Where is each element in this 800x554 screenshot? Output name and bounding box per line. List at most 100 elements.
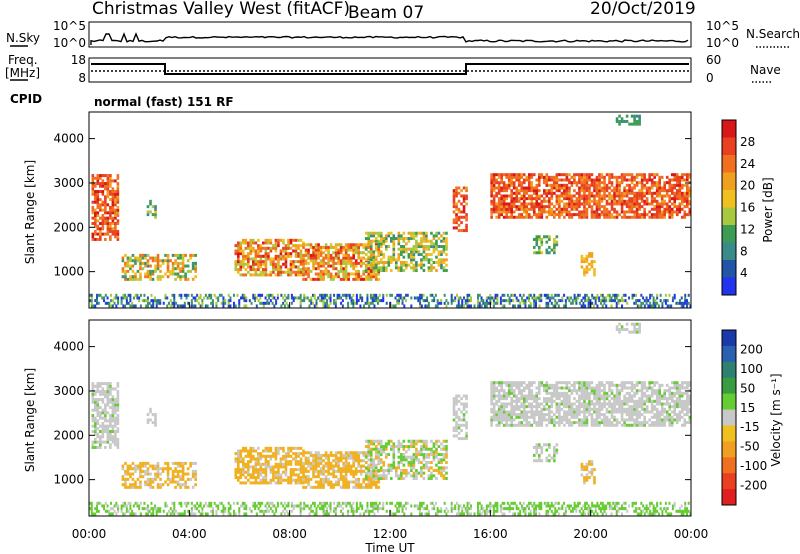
beam-label: Beam 07 — [348, 3, 424, 23]
velocity-cell — [400, 455, 403, 459]
power-cell — [570, 181, 574, 185]
power-cell — [415, 239, 418, 243]
power-cell — [279, 265, 283, 269]
power-cell — [620, 210, 624, 214]
power-cell — [161, 261, 165, 265]
velocity-cell — [435, 442, 438, 446]
power-cell — [658, 186, 661, 190]
velocity-cell — [543, 413, 546, 417]
velocity-cell — [349, 451, 353, 455]
power-cell — [617, 299, 620, 303]
power-cell — [144, 272, 147, 276]
velocity-cell — [535, 391, 539, 395]
power-cell — [595, 175, 599, 179]
freq-tick-top-right: 60 — [706, 53, 721, 67]
power-cell — [590, 199, 594, 203]
power-cell — [146, 213, 150, 217]
power-cell — [184, 277, 187, 281]
power-cell — [517, 197, 521, 201]
velocity-cell — [537, 383, 541, 387]
power-cell — [605, 173, 609, 177]
power-cell — [309, 277, 313, 281]
power-cell — [633, 186, 636, 190]
velocity-cell — [374, 456, 378, 460]
power-cell — [242, 260, 245, 264]
power-cell — [534, 296, 537, 300]
power-cell — [590, 173, 594, 177]
power-cell — [99, 232, 102, 236]
power-cell — [347, 293, 350, 297]
power-cell — [114, 208, 117, 212]
velocity-cell — [410, 458, 413, 462]
power-cell — [308, 304, 311, 308]
power-cell — [431, 299, 434, 303]
power-cell — [445, 253, 448, 257]
velocity-cell — [563, 418, 566, 422]
power-cell — [678, 189, 682, 193]
velocity-cell — [91, 443, 95, 447]
power-cell — [430, 231, 433, 235]
power-cell — [628, 199, 631, 203]
power-cell — [410, 234, 413, 238]
velocity-cell — [159, 483, 162, 487]
velocity-cell — [297, 462, 300, 466]
velocity-cell — [289, 470, 293, 474]
velocity-cell — [362, 485, 366, 489]
power-cell — [600, 205, 604, 209]
velocity-cell — [578, 399, 581, 403]
power-cell — [492, 197, 496, 201]
velocity-cell — [332, 469, 335, 473]
power-cell — [146, 253, 150, 257]
power-cell — [91, 179, 95, 183]
velocity-cell — [186, 485, 190, 489]
velocity-cell — [495, 389, 498, 393]
power-cell — [530, 207, 534, 211]
power-cell — [598, 186, 601, 190]
power-cell — [134, 259, 137, 263]
power-cell — [382, 268, 386, 272]
power-cell — [395, 237, 398, 241]
power-cell — [367, 237, 371, 241]
velocity-cell — [174, 467, 177, 471]
power-cell — [564, 299, 567, 303]
velocity-cell — [563, 405, 566, 409]
velocity-cell — [334, 475, 338, 479]
velocity-cell — [430, 450, 433, 454]
power-cell — [553, 240, 556, 244]
velocity-cell — [490, 389, 493, 393]
velocity-cell — [141, 475, 145, 479]
power-cell — [337, 261, 340, 265]
velocity-cell — [543, 383, 546, 387]
power-cell — [322, 264, 325, 268]
power-cell — [400, 234, 403, 238]
velocity-cell — [520, 405, 524, 409]
power-cell — [282, 270, 285, 274]
velocity-cell — [252, 473, 255, 477]
power-cell — [550, 293, 553, 297]
velocity-cell — [116, 395, 120, 399]
velocity-cell — [317, 456, 320, 460]
power-cell — [670, 210, 674, 214]
velocity-cell — [543, 407, 546, 411]
power-cell — [619, 299, 622, 303]
power-cell — [287, 238, 290, 242]
power-cell — [317, 296, 320, 300]
noise-left-label: N.Sky — [6, 31, 40, 45]
velocity-cell — [530, 423, 534, 427]
power-cell — [249, 238, 253, 242]
velocity-cell — [565, 397, 569, 401]
power-cell — [558, 210, 561, 214]
velocity-cell — [505, 383, 508, 387]
power-cell — [392, 250, 396, 254]
velocity-cell — [332, 472, 335, 476]
velocity-cell — [402, 463, 406, 467]
power-cell — [104, 187, 107, 191]
power-cell — [663, 299, 666, 303]
power-cell — [507, 202, 511, 206]
velocity-cell — [111, 424, 115, 428]
velocity-cell — [129, 464, 132, 468]
power-cell — [455, 221, 458, 225]
velocity-cell — [392, 455, 396, 459]
velocity-cell — [412, 461, 416, 465]
power-cell — [297, 254, 300, 258]
